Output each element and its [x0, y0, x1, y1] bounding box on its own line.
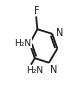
Text: H₂N: H₂N	[14, 39, 31, 48]
Text: H₂N: H₂N	[26, 66, 43, 75]
Text: F: F	[34, 6, 40, 16]
Text: N: N	[50, 65, 58, 75]
Text: N: N	[56, 28, 63, 38]
